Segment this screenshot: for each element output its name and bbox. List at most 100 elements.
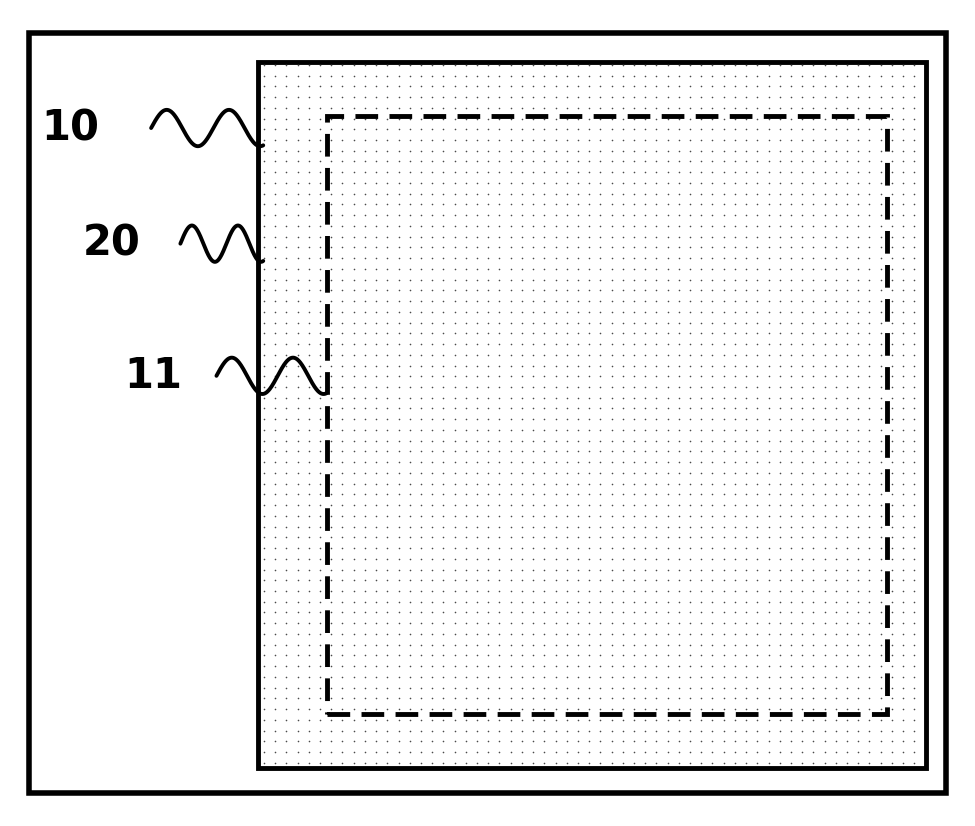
Point [503,563,519,577]
Point [805,434,821,448]
Point [267,757,283,770]
Point [795,166,810,179]
Point [805,69,821,83]
Point [526,606,541,620]
Point [514,145,529,158]
Point [503,444,519,458]
Text: 11: 11 [125,355,182,396]
Point [481,509,496,523]
Point [256,757,272,770]
Point [379,553,395,566]
Point [795,327,810,340]
Point [873,241,888,254]
Point [391,220,407,233]
Point [850,628,866,641]
Point [391,757,407,770]
Point [526,638,541,651]
Point [727,606,743,620]
Point [638,553,653,566]
Point [503,80,519,93]
Point [424,681,440,694]
Point [469,413,485,426]
Point [604,434,619,448]
Point [760,466,776,479]
Point [346,392,362,405]
Point [581,691,597,705]
Point [312,166,328,179]
Point [660,691,676,705]
Point [481,691,496,705]
Point [817,573,833,586]
Point [514,69,529,83]
Point [290,724,305,737]
Point [447,252,462,265]
Point [267,337,283,350]
Point [727,659,743,672]
Point [817,542,833,555]
Point [738,563,754,577]
Point [301,188,317,201]
Point [760,69,776,83]
Point [458,466,474,479]
Point [447,306,462,319]
Point [907,724,922,737]
Point [795,638,810,651]
Point [548,724,564,737]
Point [548,606,564,620]
Point [795,145,810,158]
Point [267,69,283,83]
Point [705,284,721,297]
Point [750,123,765,136]
Point [346,487,362,501]
Point [817,198,833,211]
Point [312,681,328,694]
Point [626,166,642,179]
Point [436,241,451,254]
Point [660,724,676,737]
Point [514,434,529,448]
Point [593,671,608,684]
Point [447,112,462,126]
Point [738,294,754,307]
Point [738,59,754,72]
Point [907,230,922,244]
Point [615,638,631,651]
Point [548,499,564,512]
Point [581,563,597,577]
Point [469,392,485,405]
Point [907,745,922,758]
Point [873,59,888,72]
Point [413,91,429,104]
Point [615,337,631,350]
Point [469,145,485,158]
Point [436,456,451,469]
Point [369,466,384,479]
Point [458,198,474,211]
Point [850,553,866,566]
Point [469,487,485,501]
Point [648,573,664,586]
Point [290,123,305,136]
Point [447,166,462,179]
Point [536,638,552,651]
Point [436,284,451,297]
Point [884,349,900,362]
Point [660,402,676,415]
Point [267,553,283,566]
Point [570,327,586,340]
Point [805,487,821,501]
Point [324,133,339,147]
Point [279,220,294,233]
Point [447,220,462,233]
Point [615,402,631,415]
Point [682,188,698,201]
Point [346,133,362,147]
Point [503,573,519,586]
Point [536,466,552,479]
Point [514,563,529,577]
Point [503,392,519,405]
Point [301,735,317,748]
Point [772,713,788,727]
Point [279,413,294,426]
Point [391,188,407,201]
